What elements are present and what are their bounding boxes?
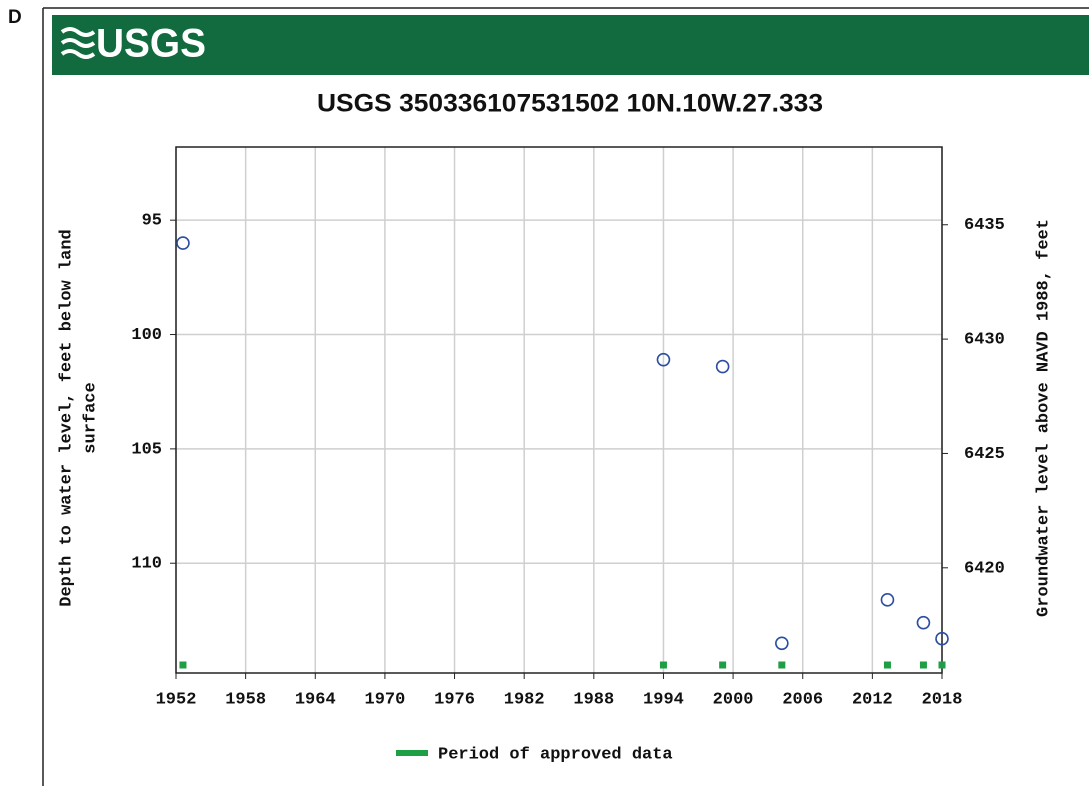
data-point [916, 615, 931, 630]
approved-marker [179, 661, 187, 669]
x-tick-label: 2006 [782, 690, 823, 709]
data-point [775, 636, 789, 651]
x-tick-label: 1988 [573, 690, 614, 709]
y-axis-label: Depth to water level, feet below land [57, 229, 76, 606]
approved-marker [778, 661, 786, 669]
y2-tick-label: 6435 [964, 216, 1005, 235]
data-point [935, 631, 949, 646]
y-axis-label: surface [81, 382, 100, 453]
header-banner [52, 15, 1089, 75]
y-tick-label: 110 [131, 555, 162, 574]
data-point [880, 593, 895, 607]
y2-tick-label: 6420 [964, 559, 1005, 578]
panel-label: D [8, 7, 22, 28]
data-point [715, 359, 730, 374]
y-tick-label: 95 [142, 212, 162, 231]
y2-tick-label: 6425 [964, 445, 1005, 464]
x-tick-label: 1952 [156, 690, 197, 709]
data-point [656, 352, 671, 367]
legend-label: Period of approved data [438, 745, 673, 764]
chart-title: USGS 350336107531502 10N.10W.27.333 [317, 90, 823, 118]
x-tick-label: 1958 [225, 690, 266, 709]
x-tick-label: 2018 [922, 690, 963, 709]
data-point [176, 236, 190, 250]
x-tick-label: 2000 [713, 690, 754, 709]
plot-border [175, 146, 943, 674]
approved-marker [883, 661, 891, 669]
y2-tick-label: 6430 [964, 331, 1005, 350]
plot-area [176, 147, 942, 673]
approved-marker [659, 661, 667, 669]
x-tick-label: 1976 [434, 690, 475, 709]
x-tick-label: 1970 [365, 690, 406, 709]
y-tick-label: 105 [131, 440, 162, 459]
x-tick-label: 1982 [504, 690, 545, 709]
x-tick-label: 2012 [852, 690, 893, 709]
logo-text: USGS [96, 22, 206, 66]
approved-marker [719, 661, 727, 669]
y2-axis-label: Groundwater level above NAVD 1988, feet [1034, 219, 1053, 617]
y-tick-label: 100 [131, 326, 162, 345]
approved-marker [938, 661, 946, 669]
x-tick-label: 1964 [295, 690, 336, 709]
logo-waves [60, 27, 96, 59]
approved-marker [919, 661, 927, 669]
x-tick-label: 1994 [643, 690, 684, 709]
